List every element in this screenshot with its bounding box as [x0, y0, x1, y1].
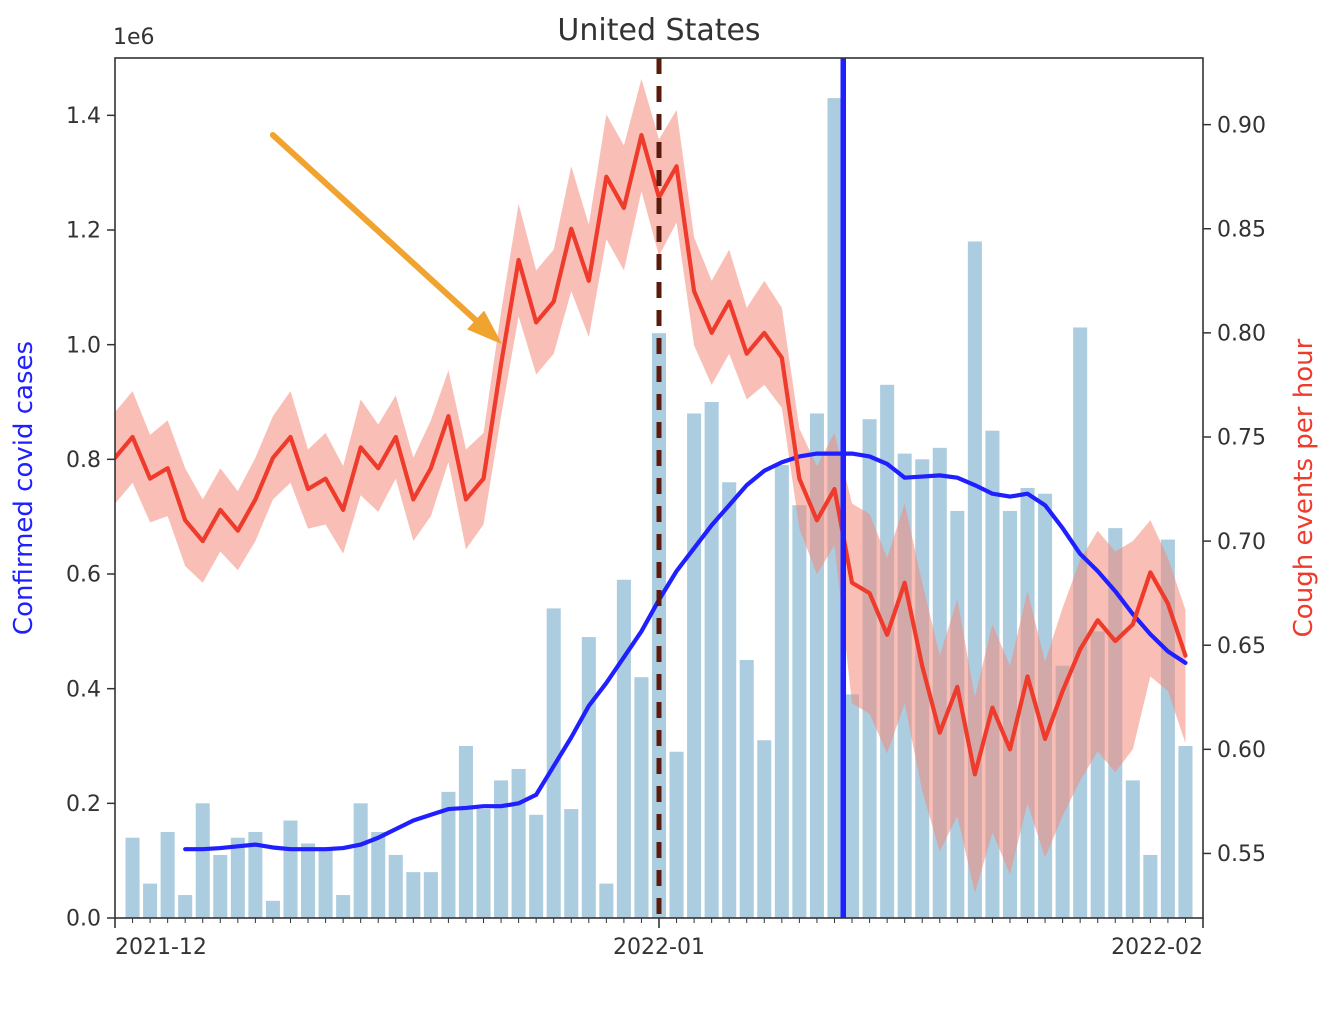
bar [476, 809, 490, 918]
chart-container: 2021-12 2022-01 2022-02 0.0 0.2 0.4 0.6 0.8 1.0 1… [0, 0, 1336, 1010]
bar [266, 901, 280, 918]
bar [740, 660, 754, 918]
bar [564, 809, 578, 918]
bar [792, 505, 806, 918]
bar [1126, 780, 1140, 918]
bar [512, 769, 526, 918]
bar [529, 815, 543, 918]
y-right-tick-label: 0.80 [1217, 322, 1266, 347]
x-tick-label: 2022-02 [1111, 935, 1203, 960]
bar [775, 465, 789, 918]
bar [126, 838, 140, 918]
y-right-tick-label: 0.85 [1217, 217, 1266, 242]
y-right-tick-label: 0.90 [1217, 113, 1266, 138]
chart-svg: 2021-12 2022-01 2022-02 0.0 0.2 0.4 0.6 0.8 1.0 1… [0, 0, 1336, 1010]
bar [196, 803, 210, 918]
y-right-tick-label: 0.60 [1217, 738, 1266, 763]
y-right-label: Cough events per hour [1289, 338, 1319, 637]
bar [1143, 855, 1157, 918]
bar [389, 855, 403, 918]
bar [178, 895, 192, 918]
bar [301, 843, 315, 918]
bar [670, 752, 684, 918]
y-left-label: Confirmed covid cases [9, 341, 39, 635]
bar [722, 482, 736, 918]
y-left-tick-label: 0.0 [66, 907, 101, 932]
bar [213, 855, 227, 918]
bar [143, 884, 157, 918]
y-left-exponent: 1e6 [113, 25, 155, 50]
y-right-tick-label: 0.70 [1217, 530, 1266, 555]
bar [494, 780, 508, 918]
bar [406, 872, 420, 918]
bar [319, 849, 333, 918]
y-left-tick-label: 0.4 [66, 677, 101, 702]
y-left-tick-label: 1.4 [66, 104, 101, 129]
x-tick-label: 2022-01 [613, 935, 705, 960]
y-left-tick-label: 0.8 [66, 448, 101, 473]
bar [687, 413, 701, 918]
y-right-tick-label: 0.65 [1217, 634, 1266, 659]
y-left-tick-label: 1.2 [66, 219, 101, 244]
bar [1178, 746, 1192, 918]
y-left-tick-label: 0.2 [66, 792, 101, 817]
bar [459, 746, 473, 918]
bar [231, 838, 245, 918]
bar [161, 832, 175, 918]
bar [354, 803, 368, 918]
chart-title: United States [557, 13, 760, 48]
bar [371, 832, 385, 918]
bar [757, 740, 771, 918]
bar [336, 895, 350, 918]
bar [705, 402, 719, 918]
x-tick-label: 2021-12 [115, 935, 207, 960]
bar [424, 872, 438, 918]
bar [283, 821, 297, 918]
y-right-tick-label: 0.55 [1217, 842, 1266, 867]
y-right-tick-label: 0.75 [1217, 426, 1266, 451]
bar [582, 637, 596, 918]
y-left-tick-label: 1.0 [66, 333, 101, 358]
bar [617, 580, 631, 918]
y-left-tick-label: 0.6 [66, 563, 101, 588]
bar [599, 884, 613, 918]
bar [845, 694, 859, 918]
bar [634, 677, 648, 918]
